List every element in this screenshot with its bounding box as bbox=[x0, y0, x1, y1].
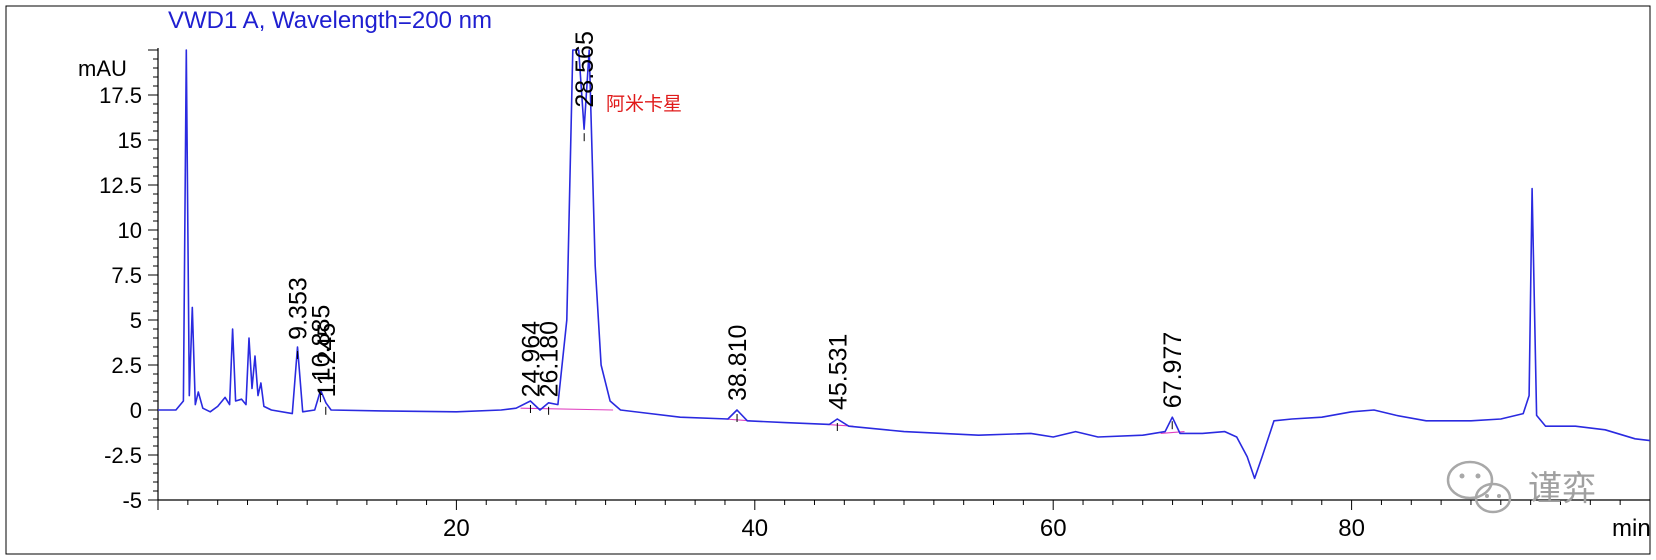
x-axis-label: min bbox=[1612, 515, 1651, 542]
y-tick-label: 5 bbox=[130, 308, 142, 333]
y-axis-label: mAU bbox=[78, 56, 127, 81]
y-tick-label: 2.5 bbox=[111, 353, 142, 378]
peak-label: 26.180 bbox=[536, 321, 564, 397]
y-tick-label: 12.5 bbox=[99, 173, 142, 198]
y-tick-label: 0 bbox=[130, 398, 142, 423]
x-axis: 20 40 60 80 bbox=[157, 499, 1651, 542]
peak-label: 10.885 bbox=[307, 305, 335, 381]
chart-title: VWD1 A, Wavelength=200 nm bbox=[168, 7, 492, 34]
integration-baselines bbox=[520, 407, 1185, 434]
baseline-segment bbox=[520, 407, 614, 411]
x-tick-label: 40 bbox=[741, 515, 768, 542]
x-tick-label: 80 bbox=[1338, 515, 1365, 542]
x-tick-label: 20 bbox=[443, 515, 470, 542]
x-tick-label: 60 bbox=[1040, 515, 1067, 542]
watermark: 谨弈 bbox=[1446, 460, 1596, 514]
y-tick-label: 15 bbox=[118, 128, 142, 153]
y-axis: -5 -2.5 0 2.5 5 7.5 10 12.5 15 17.5 bbox=[99, 48, 159, 513]
baseline-segment bbox=[1160, 431, 1185, 434]
peak-label: 38.810 bbox=[724, 325, 752, 401]
y-tick-label: 7.5 bbox=[111, 263, 142, 288]
chromatogram-trace bbox=[158, 49, 1651, 480]
peak-label: 24.964 bbox=[517, 321, 545, 398]
y-tick-label: 10 bbox=[118, 218, 142, 243]
peak-label: 45.531 bbox=[824, 334, 852, 410]
peak-label: 9.353 bbox=[285, 277, 313, 340]
peak-label: 28.565 bbox=[571, 31, 599, 107]
watermark-text: 谨弈 bbox=[1528, 469, 1596, 509]
peak-label: 11.245 bbox=[313, 323, 341, 398]
plot-frame bbox=[5, 5, 1651, 555]
peak-label: 67.977 bbox=[1159, 332, 1187, 408]
peak-annotation: 阿米卡星 bbox=[606, 93, 682, 115]
wechat-icon bbox=[1446, 460, 1512, 514]
y-tick-label: -2.5 bbox=[104, 443, 142, 468]
y-tick-label: 17.5 bbox=[99, 83, 142, 108]
y-tick-label: -5 bbox=[122, 488, 142, 513]
